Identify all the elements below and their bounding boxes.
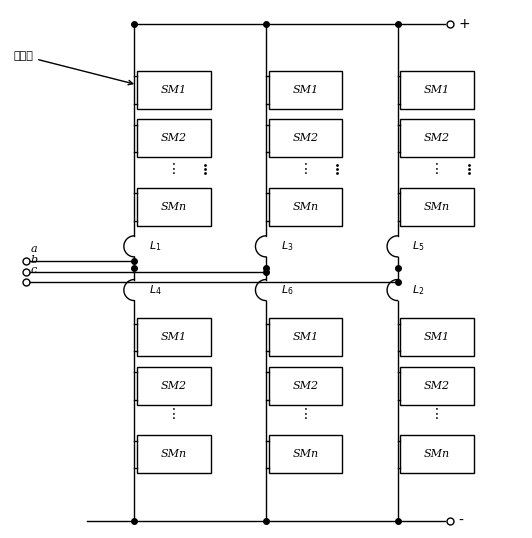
Text: ⋮: ⋮ xyxy=(430,407,444,421)
Text: SM2: SM2 xyxy=(424,133,450,144)
Bar xyxy=(269,119,342,158)
Bar xyxy=(137,71,211,109)
Text: $L_{6}$: $L_{6}$ xyxy=(281,283,293,297)
Text: SMn: SMn xyxy=(161,202,187,212)
Text: SM1: SM1 xyxy=(161,332,187,343)
Text: SMn: SMn xyxy=(293,202,319,212)
Text: SM1: SM1 xyxy=(424,332,450,343)
Text: SM1: SM1 xyxy=(293,85,319,95)
Text: +: + xyxy=(458,17,470,31)
Bar xyxy=(137,367,211,405)
Bar xyxy=(269,318,342,356)
Text: ⋮: ⋮ xyxy=(167,162,181,176)
Text: SMn: SMn xyxy=(424,202,450,212)
Bar xyxy=(269,71,342,109)
Text: $L_{5}$: $L_{5}$ xyxy=(412,239,425,253)
Bar xyxy=(269,367,342,405)
Bar xyxy=(269,188,342,226)
Text: -: - xyxy=(458,514,463,528)
Text: a: a xyxy=(31,244,37,254)
Text: SM2: SM2 xyxy=(424,381,450,391)
Bar xyxy=(137,188,211,226)
Text: SM1: SM1 xyxy=(161,85,187,95)
Text: 子模块: 子模块 xyxy=(13,51,133,84)
Text: SMn: SMn xyxy=(293,449,319,459)
Bar xyxy=(269,435,342,473)
Bar xyxy=(400,119,474,158)
Text: $L_{1}$: $L_{1}$ xyxy=(149,239,162,253)
Text: ⋮: ⋮ xyxy=(298,407,312,421)
Text: SM1: SM1 xyxy=(424,85,450,95)
Bar xyxy=(137,119,211,158)
Text: SM1: SM1 xyxy=(293,332,319,343)
Bar xyxy=(400,188,474,226)
Bar xyxy=(137,318,211,356)
Text: $L_{4}$: $L_{4}$ xyxy=(149,283,162,297)
Text: $L_{3}$: $L_{3}$ xyxy=(281,239,293,253)
Text: ⋮: ⋮ xyxy=(167,407,181,421)
Text: SM2: SM2 xyxy=(293,133,319,144)
Text: SM2: SM2 xyxy=(293,381,319,391)
Text: ⋮: ⋮ xyxy=(430,162,444,176)
Bar xyxy=(400,71,474,109)
Text: SMn: SMn xyxy=(161,449,187,459)
Text: SM2: SM2 xyxy=(161,381,187,391)
Bar xyxy=(137,435,211,473)
Text: SMn: SMn xyxy=(424,449,450,459)
Bar xyxy=(400,318,474,356)
Bar xyxy=(400,435,474,473)
Text: c: c xyxy=(31,265,37,275)
Text: $L_{2}$: $L_{2}$ xyxy=(412,283,425,297)
Text: SM2: SM2 xyxy=(161,133,187,144)
Bar xyxy=(400,367,474,405)
Text: ⋮: ⋮ xyxy=(298,162,312,176)
Text: b: b xyxy=(31,255,38,265)
